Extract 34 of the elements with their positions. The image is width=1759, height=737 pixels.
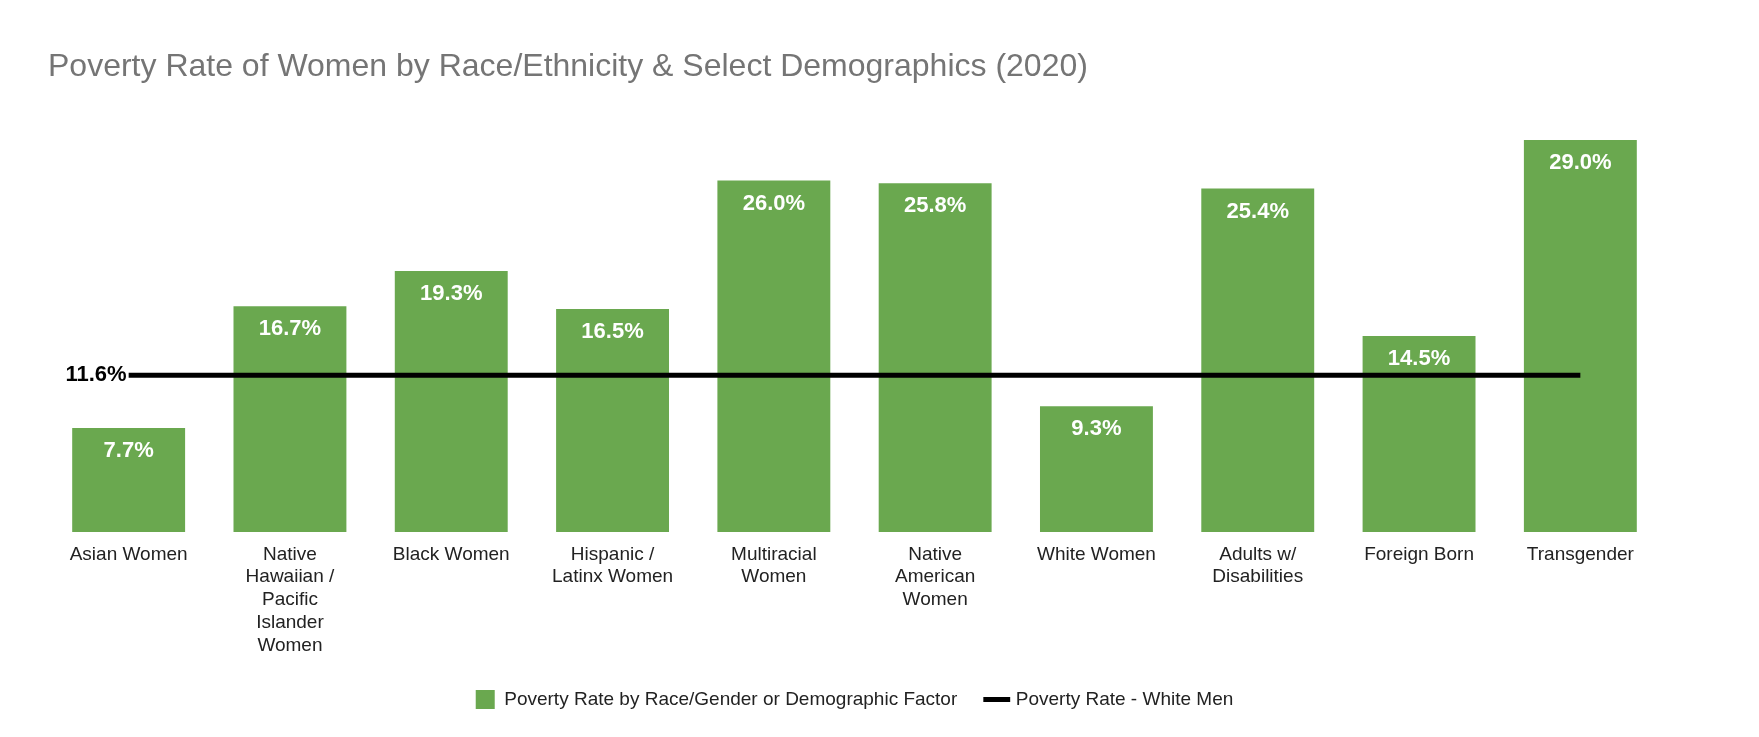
x-tick-label: Native American Women (895, 542, 976, 610)
x-tick-label: Multiracial Women (731, 542, 817, 587)
x-tick-label: Hispanic / Latinx Women (552, 542, 674, 587)
data-label: 25.4% (1226, 197, 1289, 223)
chart-title: Poverty Rate of Women by Race/Ethnicity & Select Demographics (2020) (48, 47, 1088, 84)
x-tick-label: Foreign Born (1364, 542, 1474, 564)
data-label: 16.7% (258, 315, 322, 341)
data-label: 7.7% (103, 436, 154, 462)
bar (556, 308, 670, 532)
data-label: 16.5% (581, 317, 644, 343)
bar (72, 427, 186, 532)
x-tick-label: Asian Women (69, 542, 188, 564)
data-label: 19.3% (420, 280, 483, 306)
data-label: 14.5% (1387, 345, 1451, 371)
bar (1039, 406, 1153, 532)
x-tick-label: Black Women (392, 542, 510, 564)
x-tick-label: Adults w/ Disabilities (1212, 542, 1304, 587)
bar (717, 180, 831, 532)
bar (1523, 139, 1637, 532)
x-tick-label: Native Hawaiian / Pacific Islander Women (245, 542, 336, 655)
bar (394, 271, 508, 532)
bar (233, 306, 347, 532)
x-tick-label: White Women (1036, 542, 1156, 564)
bar (1362, 335, 1476, 532)
data-label: 11.6% (65, 361, 127, 387)
bar (878, 183, 992, 532)
legend-label: Poverty Rate - White Men (1015, 687, 1234, 709)
data-label: 25.8% (903, 192, 967, 218)
x-tick-label: Transgender (1526, 542, 1635, 564)
data-label: 29.0% (1549, 148, 1612, 174)
legend-label: Poverty Rate by Race/Gender or Demographic Factor (504, 687, 958, 709)
bar (1201, 188, 1315, 532)
data-label: 9.3% (1071, 415, 1122, 441)
data-label: 26.0% (742, 189, 806, 215)
